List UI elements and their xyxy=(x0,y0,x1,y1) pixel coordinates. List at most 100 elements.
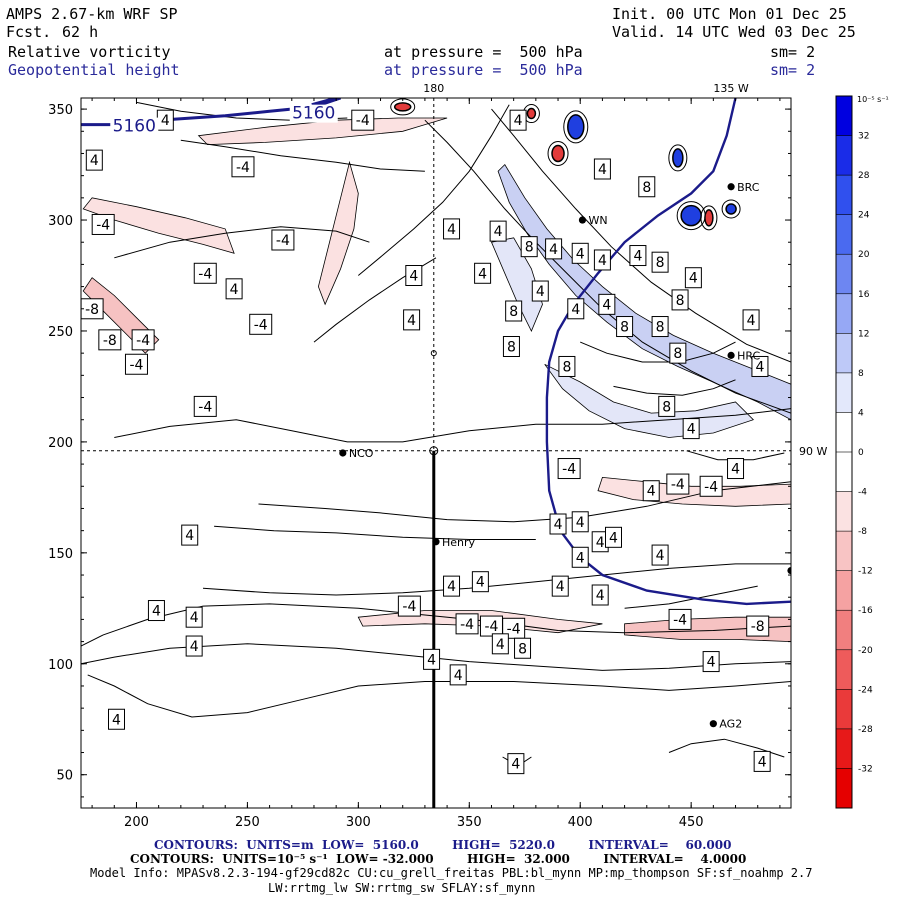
contour-label-text: 4 xyxy=(576,515,585,531)
contour-label-box xyxy=(598,293,616,315)
contour-label: 8 xyxy=(658,395,676,417)
contour-label: 4 xyxy=(449,664,467,686)
vorticity-cell xyxy=(526,107,537,120)
contour-label-box xyxy=(727,458,745,480)
contour-label: 4 xyxy=(571,511,589,533)
contour-label-text: -4 xyxy=(562,462,576,478)
contour-label: 4 xyxy=(443,575,461,597)
colorbar-label: -8 xyxy=(858,527,867,537)
parallel-90w-label: 90 W xyxy=(799,445,827,458)
contour-label-box xyxy=(449,664,467,686)
colorbar-swatch xyxy=(836,175,852,216)
vorticity-cell xyxy=(704,209,714,227)
colorbar-swatch xyxy=(836,491,852,532)
station-marker xyxy=(787,566,791,575)
contour-label: 8 xyxy=(616,316,634,338)
contour-label: 4 xyxy=(185,606,203,628)
contour-label-box xyxy=(629,245,647,267)
contour-label: -4 xyxy=(131,329,155,351)
contour-label-text: -4 xyxy=(460,617,474,633)
contour-label-box xyxy=(108,708,125,730)
vorticity-cell-ring xyxy=(700,205,718,231)
footer-model-info: Model Info: MPASv8.2.3-194-gf29cd82c CU:… xyxy=(90,866,813,880)
x-tick-label: 250 xyxy=(235,815,260,830)
contour-label-text: 8 xyxy=(518,641,527,657)
contour-label: 4 xyxy=(651,544,669,566)
colorbar-swatch xyxy=(836,768,852,809)
contour-label-text: 4 xyxy=(112,712,121,728)
contour-label: -4 xyxy=(455,613,479,635)
contour-label-box xyxy=(471,571,489,593)
contour-label: 4 xyxy=(108,708,125,730)
contour-label: 4 xyxy=(571,242,589,264)
contour-label-box xyxy=(668,608,692,630)
colorbar-unit: 10⁻⁵ s⁻¹ xyxy=(857,95,889,104)
contour-label-text: 8 xyxy=(562,359,571,375)
colorbar-label: -4 xyxy=(858,488,867,498)
station-label: HRC xyxy=(737,349,760,362)
contour-label: 4 xyxy=(751,355,769,377)
contour-label-text: -4 xyxy=(704,479,718,495)
contour-label-text: 4 xyxy=(598,253,607,269)
contour-label-box xyxy=(571,511,589,533)
vorticity-contour xyxy=(424,119,791,414)
contour-label: 4 xyxy=(593,249,611,271)
station-marker xyxy=(709,720,717,728)
height-label-bg xyxy=(110,117,159,136)
contour-label-box xyxy=(231,156,255,178)
contour-label-text: -4 xyxy=(129,357,143,373)
contour-label: 4 xyxy=(403,309,421,331)
vorticity-contour xyxy=(214,525,536,540)
contour-label-box xyxy=(520,236,538,258)
contour-label: 4 xyxy=(629,245,647,267)
vorticity-contour xyxy=(491,108,791,363)
positive-vorticity-region xyxy=(544,363,755,438)
colorbar-label: 20 xyxy=(858,250,870,260)
contour-label-box xyxy=(147,600,165,622)
footer-height-contours: CONTOURS: UNITS=m LOW= 5160.0 HIGH= 5220… xyxy=(154,838,732,852)
contour-label: 4 xyxy=(753,750,771,772)
contour-label: 4 xyxy=(567,298,585,320)
contour-label: -8 xyxy=(81,298,104,320)
contour-label-text: 4 xyxy=(596,588,605,604)
y-tick-label: 350 xyxy=(48,103,73,118)
contour-label-box xyxy=(507,753,525,775)
negative-vorticity-region xyxy=(197,117,448,146)
contour-label: 4 xyxy=(551,575,569,597)
y-tick-label: 100 xyxy=(48,658,73,673)
contour-label-box xyxy=(545,238,563,260)
colorbar-swatch xyxy=(836,333,852,374)
contour-label-box xyxy=(669,342,687,364)
forecast-value: 62 h xyxy=(62,23,99,41)
station-marker xyxy=(727,183,735,191)
contour-label-text: -4 xyxy=(276,233,290,249)
colorbar-swatch xyxy=(836,135,852,176)
contour-label-text: 4 xyxy=(190,610,199,626)
negative-vorticity-region xyxy=(317,160,359,306)
y-tick-label: 300 xyxy=(48,214,73,229)
contour-label-box xyxy=(651,544,669,566)
field1-smoothing: sm= 2 xyxy=(770,43,816,61)
vorticity-contour xyxy=(624,585,758,609)
contour-label: 8 xyxy=(671,289,689,311)
vorticity-contour xyxy=(580,341,736,363)
vorticity-contour xyxy=(202,563,791,596)
contour-label-box xyxy=(351,109,375,131)
contour-label: -4 xyxy=(271,229,295,251)
contour-label: 4 xyxy=(491,633,509,655)
contour-label-box xyxy=(666,473,690,495)
contour-label-box xyxy=(557,458,581,480)
contour-label-text: -4 xyxy=(236,160,250,176)
x-tick-label: 200 xyxy=(124,815,149,830)
contour-label-box xyxy=(193,395,217,417)
contour-label: -4 xyxy=(193,395,217,417)
contour-label: 4 xyxy=(682,418,700,440)
field1-level: at pressure = 500 hPa xyxy=(384,43,583,61)
contour-label-text: 4 xyxy=(687,422,696,438)
contour-label: 4 xyxy=(702,651,720,673)
contour-label: 4 xyxy=(423,648,441,670)
contour-label-text: -4 xyxy=(198,399,212,415)
vorticity-cell xyxy=(393,102,412,112)
grid-intersection-marker xyxy=(429,446,439,456)
